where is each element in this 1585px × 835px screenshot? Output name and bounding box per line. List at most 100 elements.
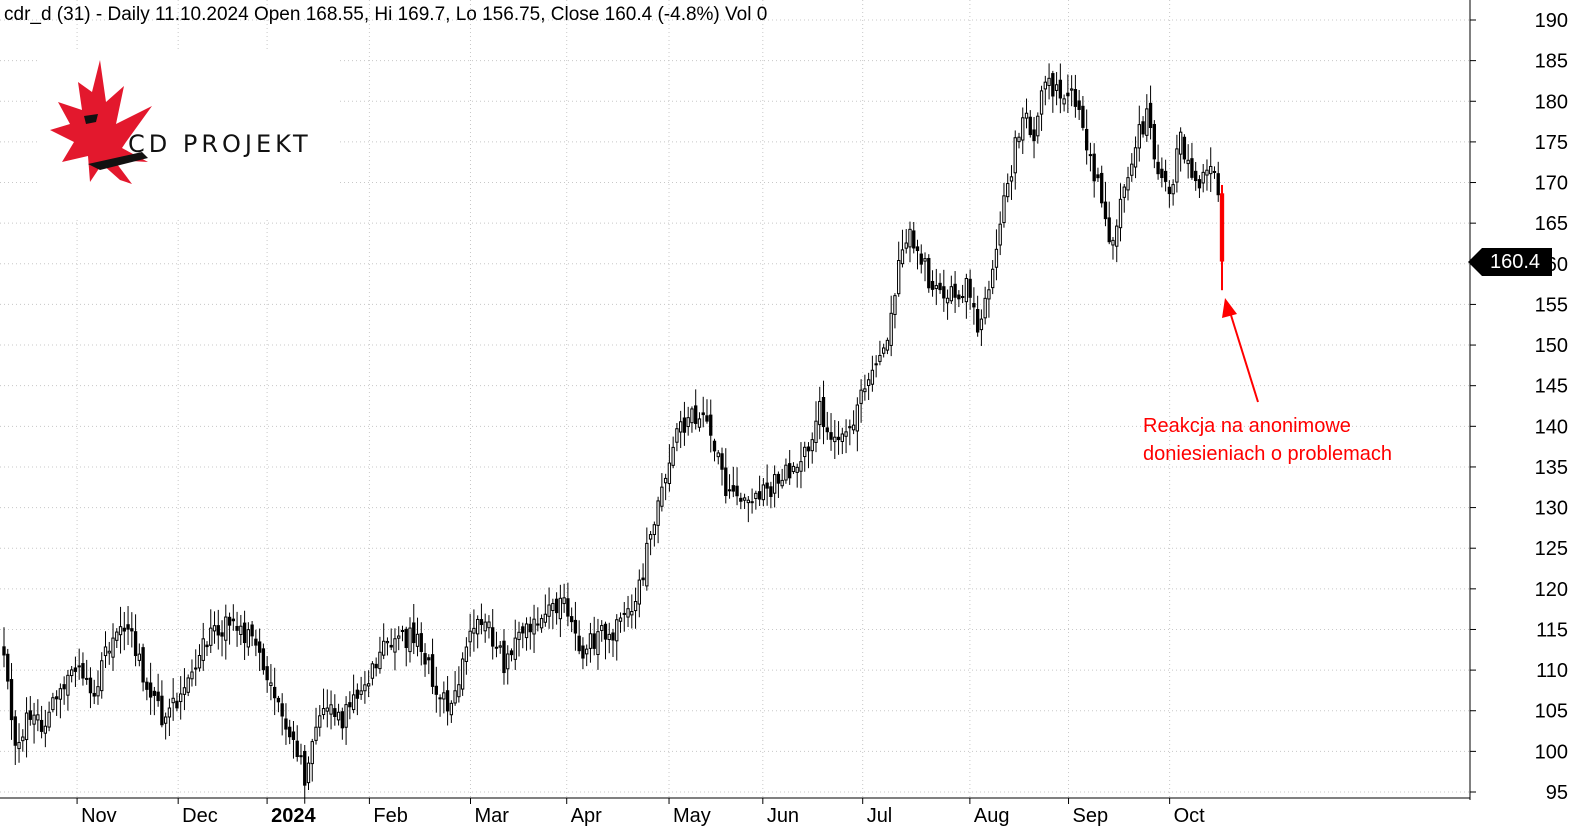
candle-body: [746, 499, 750, 504]
candle-body: [453, 690, 457, 704]
candle-body: [1216, 173, 1220, 196]
candle-body: [250, 624, 254, 637]
candle-body: [257, 641, 262, 653]
annotation-arrow-line: [1229, 311, 1259, 403]
y-tick-label: 115: [1536, 619, 1568, 641]
candle-body: [1096, 174, 1100, 179]
candle-body: [39, 719, 44, 732]
y-tick-label: 165: [1535, 213, 1568, 235]
candle-body: [378, 651, 382, 670]
candle-body: [1013, 137, 1017, 174]
candle-body: [351, 694, 356, 711]
candle-body: [1006, 183, 1010, 198]
candle-body: [1028, 116, 1032, 136]
annotation-arrow-head: [1222, 298, 1237, 318]
candle-body: [536, 623, 540, 626]
candle-body: [803, 446, 807, 458]
y-tick-label: 135: [1535, 457, 1568, 479]
candle-body: [1107, 217, 1111, 243]
candle-body: [295, 740, 299, 758]
candle-body: [784, 464, 788, 481]
candle-body: [919, 253, 923, 265]
candle-body: [859, 389, 863, 404]
annotation-line-2: doniesieniach o problemach: [1143, 443, 1393, 465]
candle-body: [558, 597, 563, 620]
candle-body: [1085, 128, 1089, 151]
candle-body: [690, 408, 694, 424]
candle-body: [314, 726, 318, 741]
y-tick-label: 95: [1546, 782, 1568, 804]
candle-body: [291, 731, 296, 740]
last-price-label: 160.4: [1490, 251, 1541, 273]
candle-body: [1137, 124, 1141, 149]
candle-body: [960, 296, 965, 299]
candle-body: [551, 603, 555, 612]
candle-body: [36, 714, 40, 721]
candle-body: [498, 645, 502, 648]
candle-body: [28, 710, 32, 720]
candle-body: [457, 684, 461, 698]
candle-body: [460, 658, 465, 690]
candle-body: [73, 667, 78, 672]
company-logo: CD PROJEKT: [40, 52, 340, 217]
candle-body: [799, 461, 803, 472]
y-tick-label: 145: [1535, 376, 1568, 398]
candle-body: [118, 626, 123, 636]
candle-body: [100, 660, 104, 692]
candle-body: [205, 644, 209, 648]
candle-body: [115, 631, 119, 641]
candle-body: [299, 755, 303, 758]
candle-body: [566, 598, 570, 617]
candle-body: [1163, 170, 1168, 182]
candle-body: [972, 302, 976, 308]
candle-body: [179, 693, 183, 703]
candle-body: [385, 640, 390, 644]
candle-body: [186, 677, 190, 693]
candle-body: [1088, 154, 1093, 157]
candle-body: [1122, 186, 1126, 198]
candle-body: [130, 628, 134, 632]
candle-body: [325, 707, 329, 712]
candle-body: [694, 405, 698, 424]
candle-body: [780, 479, 784, 487]
candle-body: [855, 404, 860, 432]
candle-body: [344, 704, 348, 728]
y-tick-label: 140: [1535, 416, 1568, 438]
candle-body: [81, 663, 85, 679]
candle-body: [468, 630, 472, 643]
candle-body: [340, 711, 344, 729]
candle-body: [667, 462, 672, 484]
y-tick-label: 130: [1535, 498, 1568, 520]
candle-body: [709, 414, 713, 436]
candle-body: [1043, 81, 1047, 90]
candle-body: [795, 466, 799, 473]
candle-body: [54, 696, 59, 700]
candle-body: [934, 285, 938, 290]
candle-body: [103, 646, 108, 657]
candle-body: [1002, 195, 1006, 224]
candle-body: [840, 433, 844, 442]
candle-body: [754, 492, 758, 500]
candle-body: [893, 295, 897, 315]
candle-body: [791, 465, 796, 473]
candle-body: [163, 716, 168, 724]
x-tick-label: Jun: [767, 805, 799, 827]
candle-body: [1066, 92, 1070, 97]
candle-body: [1126, 177, 1130, 191]
candle-body: [900, 249, 905, 265]
candle-body: [806, 446, 811, 452]
x-tick-label: Dec: [182, 805, 218, 827]
candle-body: [126, 624, 130, 630]
candle-body: [569, 616, 574, 623]
candle-body: [133, 631, 138, 657]
candle-body: [848, 426, 852, 429]
candle-body: [652, 524, 657, 536]
y-axis-ticks: 95 100 105 110 115 120 125 130 135 140 145 150 155 16…: [1470, 10, 1568, 804]
candle-body: [679, 421, 683, 433]
candle-body: [607, 633, 611, 641]
candle-body: [1077, 100, 1081, 110]
candle-body: [212, 625, 217, 632]
candle-body: [889, 312, 893, 346]
candle-body: [761, 484, 766, 501]
candle-body: [964, 278, 969, 303]
